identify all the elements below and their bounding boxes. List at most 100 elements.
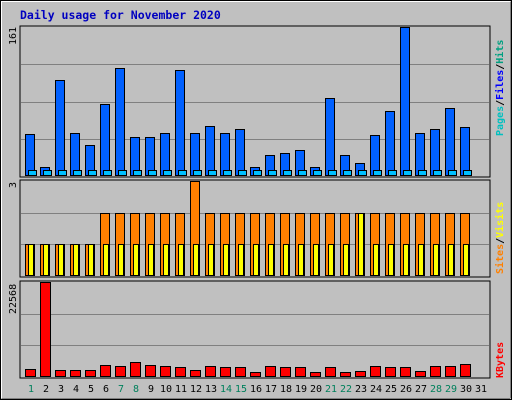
sites-bar-day-21 <box>328 244 334 276</box>
files-bar-day-20 <box>313 170 322 176</box>
legend-pages: Pages <box>495 106 506 136</box>
hits-bar-day-6 <box>100 104 110 176</box>
day-label-2: 2 <box>43 384 49 395</box>
hits-bar-day-28 <box>430 129 440 176</box>
hits-bar-day-3 <box>55 80 65 176</box>
sites-bar-day-19 <box>298 244 304 276</box>
sites-bar-day-17 <box>268 244 274 276</box>
files-bar-day-12 <box>193 170 202 176</box>
files-bar-day-1 <box>28 170 37 176</box>
day-label-24: 24 <box>370 384 382 395</box>
kbytes-bar-day-6 <box>100 365 111 377</box>
day-label-10: 10 <box>160 384 172 395</box>
files-bar-day-23 <box>358 170 367 176</box>
files-bar-day-24 <box>373 170 382 176</box>
day-label-9: 9 <box>148 384 154 395</box>
sites-bar-day-11 <box>178 244 184 276</box>
day-label-15: 15 <box>235 384 247 395</box>
hits-bar-day-12 <box>190 133 200 176</box>
files-bar-day-25 <box>388 170 397 176</box>
legend-sep-3: / <box>495 238 506 244</box>
legend-sep-2: / <box>495 64 506 70</box>
kbytes-bar-day-3 <box>55 370 66 377</box>
day-label-3: 3 <box>58 384 64 395</box>
kbytes-bar-day-5 <box>85 370 96 377</box>
sites-bar-day-6 <box>103 244 109 276</box>
files-bar-day-14 <box>223 170 232 176</box>
legend-visits: Visits <box>494 202 506 238</box>
sites-bar-day-5 <box>88 244 94 276</box>
sites-bar-day-1 <box>28 244 34 276</box>
kbytes-bar-day-12 <box>190 370 201 377</box>
kbytes-bar-day-11 <box>175 367 186 377</box>
sites-bar-day-2 <box>43 244 49 276</box>
files-bar-day-21 <box>328 170 337 176</box>
sites-bar-day-7 <box>118 244 124 276</box>
hits-bar-day-10 <box>160 133 170 176</box>
day-label-19: 19 <box>295 384 307 395</box>
kbytes-bar-day-21 <box>325 367 336 377</box>
legend-sites: Sites <box>494 244 506 274</box>
chart-title: Daily usage for November 2020 <box>20 8 221 22</box>
files-bar-day-9 <box>148 170 157 176</box>
kbytes-bar-day-24 <box>370 366 381 377</box>
day-label-8: 8 <box>133 384 139 395</box>
visits-max-label: 3 <box>8 182 19 188</box>
legend-hits: Hits <box>494 40 506 64</box>
kbytes-bar-day-15 <box>235 367 246 377</box>
kbytes-bar-day-29 <box>445 366 456 377</box>
sites-bar-day-30 <box>463 244 469 276</box>
day-label-31: 31 <box>475 384 487 395</box>
kbytes-bar-day-30 <box>460 364 471 377</box>
sites-bar-day-10 <box>163 244 169 276</box>
kbytes-bar-day-23 <box>355 371 366 377</box>
files-bar-day-5 <box>88 170 97 176</box>
kbytes-bar-day-18 <box>280 367 291 377</box>
hits-bar-day-15 <box>235 129 245 176</box>
day-label-7: 7 <box>118 384 124 395</box>
hits-bar-day-9 <box>145 137 155 176</box>
day-label-22: 22 <box>340 384 352 395</box>
hits-bar-day-24 <box>370 135 380 176</box>
kbytes-bar-day-27 <box>415 371 426 377</box>
day-label-29: 29 <box>445 384 457 395</box>
day-label-27: 27 <box>415 384 427 395</box>
day-label-5: 5 <box>88 384 94 395</box>
day-label-12: 12 <box>190 384 202 395</box>
day-labels: 1 2 3 4 5 6 7 8 9 10 11 12 13 14 15 16 17 18 19 20 21 22 23 24 2… <box>28 384 487 395</box>
day-label-17: 17 <box>265 384 277 395</box>
sites-bar-day-15 <box>238 244 244 276</box>
sites-bar-day-25 <box>388 244 394 276</box>
files-bar-day-8 <box>133 170 142 176</box>
day-label-16: 16 <box>250 384 262 395</box>
sites-bar-day-29 <box>448 244 454 276</box>
sites-bar-day-20 <box>313 244 319 276</box>
kbytes-bar-day-8 <box>130 362 141 377</box>
files-bar-day-18 <box>283 170 292 176</box>
sites-bar-day-22 <box>343 244 349 276</box>
day-label-13: 13 <box>205 384 217 395</box>
sites-bar-day-23 <box>358 213 364 276</box>
hits-bar-day-29 <box>445 108 455 176</box>
kbytes-bar-day-10 <box>160 366 171 377</box>
files-bar-day-4 <box>73 170 82 176</box>
files-bar-day-7 <box>118 170 127 176</box>
hits-bar-day-14 <box>220 133 230 176</box>
kbytes-bar-day-14 <box>220 367 231 377</box>
panel-kbytes-background <box>19 280 491 379</box>
files-bar-day-22 <box>343 170 352 176</box>
kbytes-bar-day-16 <box>250 372 261 377</box>
hits-bar-day-30 <box>460 127 470 176</box>
day-label-23: 23 <box>355 384 367 395</box>
files-bar-day-10 <box>163 170 172 176</box>
sites-bar-day-4 <box>73 244 79 276</box>
kbytes-bar-day-25 <box>385 367 396 377</box>
legend-kbytes: KBytes <box>495 342 506 378</box>
files-bar-day-11 <box>178 170 187 176</box>
files-bar-day-6 <box>103 170 112 176</box>
hits-bar-day-13 <box>205 126 215 176</box>
hits-bar-day-4 <box>70 133 80 176</box>
day-label-6: 6 <box>103 384 109 395</box>
